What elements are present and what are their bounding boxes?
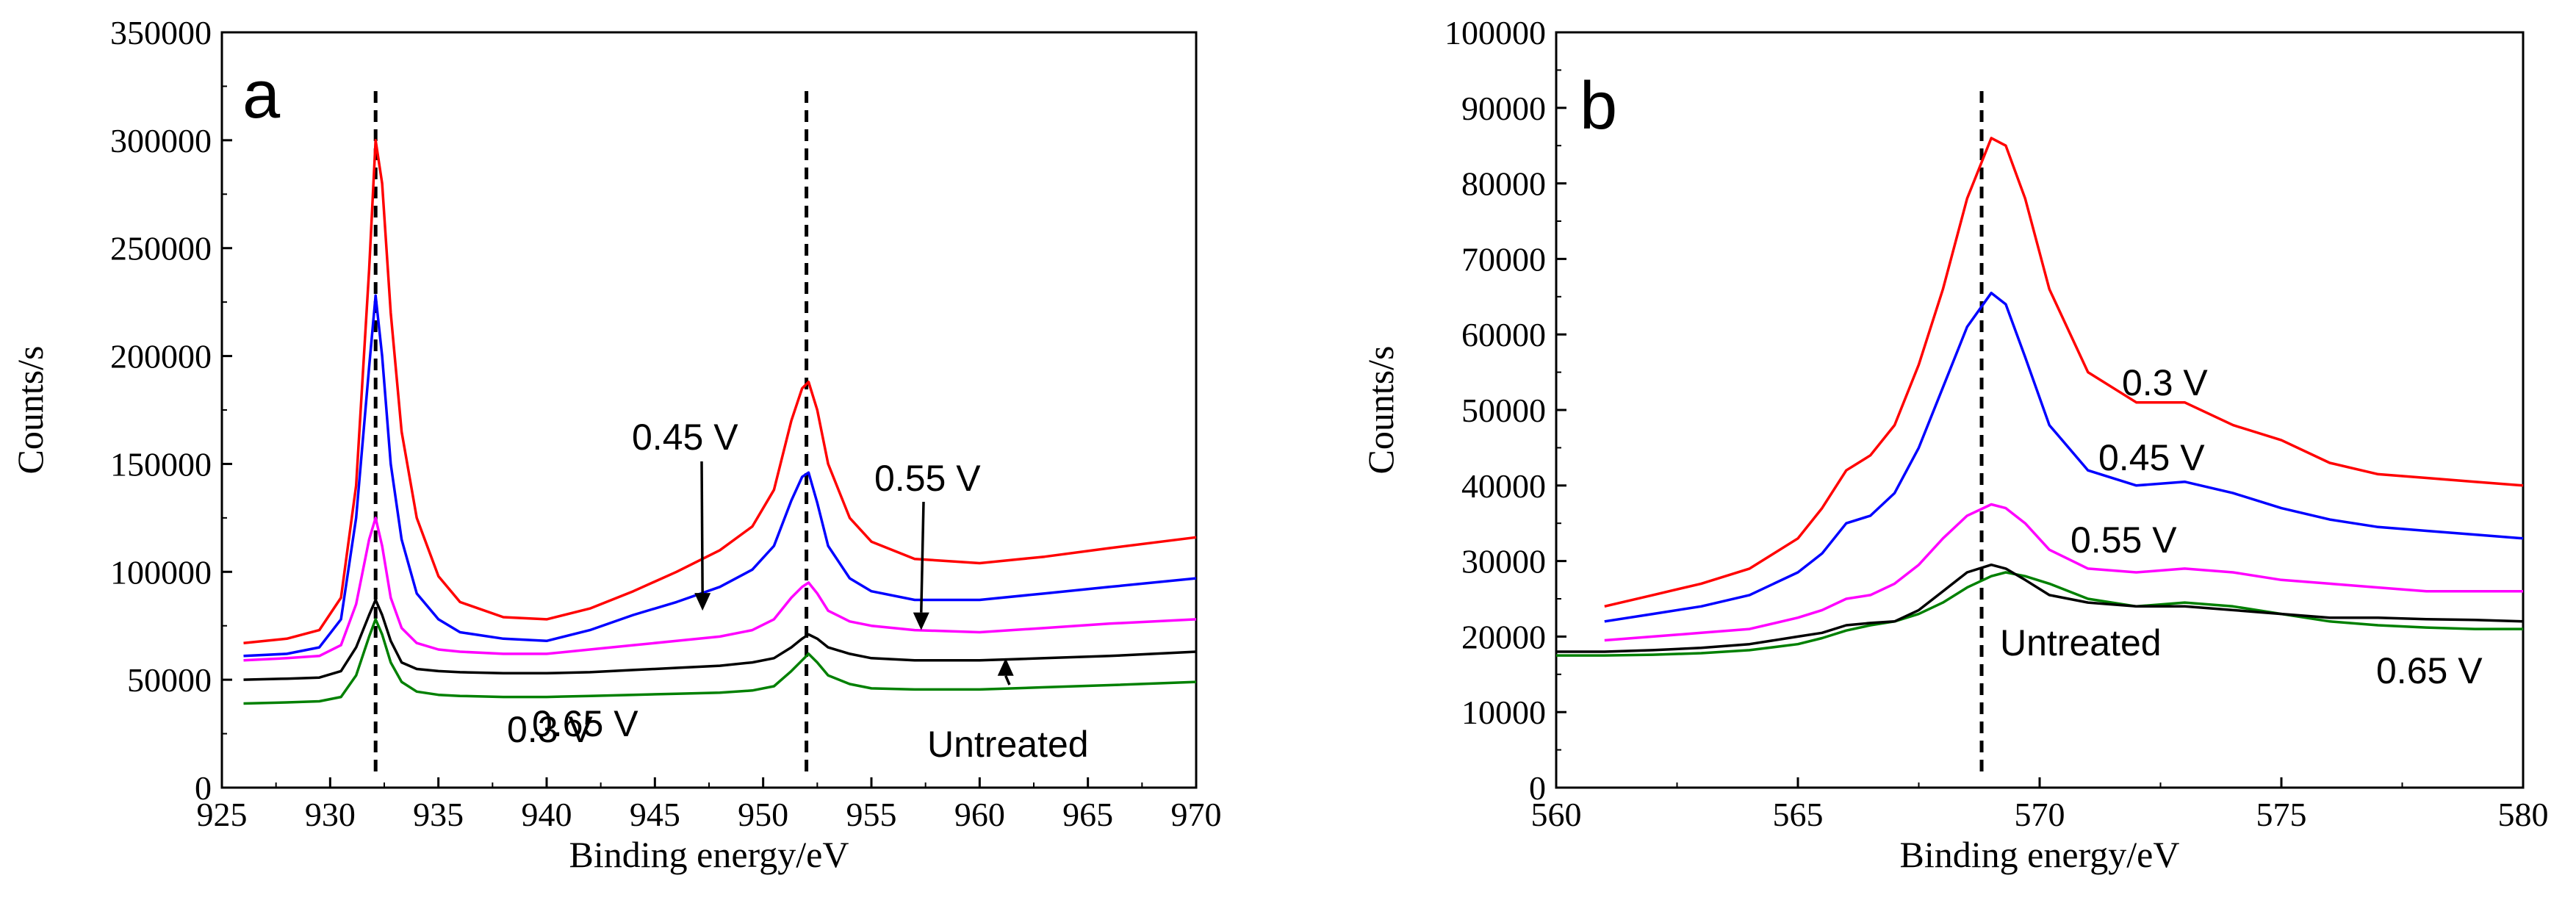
y-tick-label: 90000 <box>1461 90 1546 127</box>
curve-label: 0.45 V <box>2098 437 2205 478</box>
x-tick-label: 965 <box>1062 796 1113 833</box>
x-tick-label: 940 <box>522 796 572 833</box>
x-tick-label: 560 <box>1531 796 1582 833</box>
x-tick-label: 945 <box>630 796 680 833</box>
y-tick-label: 70000 <box>1461 240 1546 278</box>
curve-label: Untreated <box>2000 622 2162 663</box>
curve-label: 0.65 V <box>2376 650 2483 691</box>
y-tick-label: 50000 <box>127 661 212 699</box>
series-line-0-3-v <box>1604 137 2524 608</box>
y-tick-label: 0 <box>1529 769 1546 807</box>
curve-label: 0.55 V <box>874 458 981 499</box>
chart-panel-a: 925 930 935 940 945 950 955 960 965 970 0 50000 1000… <box>10 14 1222 875</box>
x-tick-label: 955 <box>846 796 897 833</box>
curve-label: 0.55 V <box>2070 519 2177 561</box>
series-line-0-55-v <box>243 517 1197 662</box>
x-axis-title: Binding energy/eV <box>569 834 849 875</box>
x-tick-label: 950 <box>738 796 788 833</box>
y-tick-label: 250000 <box>110 230 212 267</box>
y-tick-label: 300000 <box>110 122 212 159</box>
chart-panel-b: 560 565 570 575 580 0 10000 20000 30000 40000 5000… <box>1360 14 2549 875</box>
series-line-0-3-v <box>243 139 1197 644</box>
y-tick-label: 60000 <box>1461 316 1546 353</box>
x-tick-label: 930 <box>305 796 356 833</box>
y-tick-label: 100000 <box>1444 14 1546 51</box>
y-tick-label: 350000 <box>110 14 212 51</box>
x-tick-label: 970 <box>1171 796 1222 833</box>
x-tick-label: 935 <box>413 796 464 833</box>
annotation-arrow-head <box>913 612 929 630</box>
x-axis-title: Binding energy/eV <box>1900 834 2180 875</box>
series-line-0-65-v <box>1556 571 2523 657</box>
y-tick-label: 150000 <box>110 445 212 483</box>
y-tick-label: 200000 <box>110 338 212 375</box>
y-axis-title: Counts/s <box>10 345 51 474</box>
curve-label: 0.45 V <box>632 417 738 458</box>
series-line-0-55-v <box>1604 503 2523 642</box>
curve-label: 0.3 V <box>507 709 593 750</box>
y-tick-label: 20000 <box>1461 618 1546 655</box>
y-axis-title: Counts/s <box>1360 345 1401 474</box>
x-tick-label: 570 <box>2015 796 2065 833</box>
y-tick-label: 50000 <box>1461 392 1546 429</box>
y-tick-label: 30000 <box>1461 543 1546 580</box>
curve-label: Untreated <box>927 724 1089 765</box>
y-tick-label: 80000 <box>1461 165 1546 203</box>
series-line-0-45-v <box>1604 291 2524 623</box>
x-tick-label: 575 <box>2256 796 2307 833</box>
annotation-arrow-shaft <box>1004 675 1011 686</box>
y-tick-label: 0 <box>195 769 212 807</box>
y-tick-label: 40000 <box>1461 467 1546 505</box>
y-tick-label: 100000 <box>110 553 212 591</box>
x-tick-label: 960 <box>954 796 1005 833</box>
x-tick-label: 565 <box>1773 796 1824 833</box>
plot-frame <box>220 31 1198 789</box>
curve-label: 0.3 V <box>2122 362 2208 403</box>
x-tick-label: 580 <box>2498 796 2549 833</box>
panel-letter: a <box>242 57 281 132</box>
x-tick-label: 925 <box>197 796 248 833</box>
y-tick-label: 10000 <box>1461 694 1546 731</box>
annotation-arrow-head <box>694 593 711 611</box>
annotation-arrow-shaft <box>920 501 925 613</box>
annotation-arrow-head <box>997 658 1014 676</box>
series-line-untreated <box>1556 563 2524 653</box>
panel-letter: b <box>1580 68 1617 143</box>
series-line-0-65-v <box>243 618 1197 705</box>
series-line-untreated <box>243 598 1197 681</box>
series-line-0-45-v <box>243 294 1197 658</box>
curve-label: 0.65 V <box>532 703 638 744</box>
